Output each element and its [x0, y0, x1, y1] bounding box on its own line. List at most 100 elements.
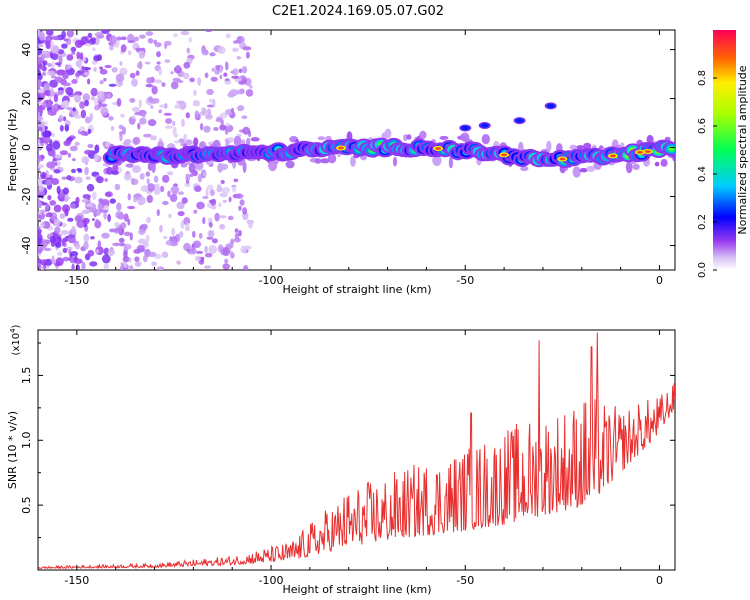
- noise-blob: [74, 215, 83, 223]
- noise-blob: [231, 75, 240, 79]
- noise-blob: [38, 153, 40, 163]
- noise-blob: [208, 221, 213, 228]
- noise-blob: [145, 31, 154, 36]
- noise-blob: [96, 176, 104, 184]
- noise-blob: [163, 235, 168, 240]
- noise-blob: [181, 118, 185, 127]
- noise-blob: [114, 183, 121, 191]
- noise-blob: [120, 113, 125, 118]
- noise-blob: [204, 265, 211, 269]
- noise-blob: [145, 234, 150, 243]
- noise-blob: [181, 197, 188, 204]
- spectrogram-panel: -150 -100 -50 0 -40 -20 0 20 40 Height of straig…: [6, 29, 676, 296]
- noise-blob: [189, 77, 195, 83]
- noise-blob: [134, 261, 142, 267]
- ridge-blob: [669, 147, 674, 151]
- noise-blob: [55, 242, 62, 248]
- noise-blob: [123, 213, 129, 222]
- noise-blob: [227, 215, 234, 221]
- noise-blob: [101, 232, 110, 239]
- noise-blob: [164, 43, 168, 50]
- noise-blob: [170, 186, 180, 194]
- chart-title: C2E1.2024.169.05.07.G02: [272, 4, 444, 19]
- noise-blob: [225, 122, 230, 127]
- noise-blob: [45, 143, 53, 152]
- noise-blob: [123, 243, 132, 250]
- noise-blob: [173, 133, 179, 138]
- snr-ytick-label: 1.0: [20, 432, 33, 450]
- noise-blob: [224, 128, 229, 135]
- haze-blob: [586, 165, 596, 172]
- noise-blob: [170, 71, 174, 75]
- noise-blob: [150, 135, 157, 141]
- noise-blob: [66, 107, 73, 111]
- noise-blob: [38, 178, 44, 187]
- noise-blob: [97, 202, 104, 212]
- noise-blob: [50, 178, 60, 185]
- noise-blob: [77, 168, 83, 173]
- noise-blob: [203, 125, 211, 133]
- noise-blob: [248, 221, 253, 229]
- noise-blob: [159, 104, 167, 108]
- noise-blob: [119, 61, 123, 66]
- noise-blob: [138, 50, 146, 59]
- noise-blob: [145, 84, 154, 88]
- noise-blob: [119, 132, 123, 142]
- spectrogram-xtick-label: -50: [456, 274, 474, 287]
- noise-blob: [161, 82, 166, 87]
- noise-blob: [47, 98, 53, 108]
- noise-blob: [119, 67, 128, 76]
- noise-blob: [240, 245, 247, 254]
- noise-blob: [38, 164, 45, 169]
- noise-blob: [81, 65, 85, 75]
- noise-blob: [38, 185, 45, 192]
- noise-blob: [243, 265, 249, 270]
- noise-blob: [119, 242, 126, 247]
- noise-blob: [169, 194, 178, 202]
- noise-blob: [74, 176, 83, 184]
- noise-blob: [62, 247, 68, 253]
- noise-blob: [211, 67, 216, 72]
- noise-blob: [38, 245, 43, 249]
- noise-blob: [202, 171, 207, 177]
- noise-blob: [53, 204, 62, 213]
- noise-blob: [135, 70, 140, 76]
- haze-blob: [572, 166, 581, 178]
- noise-blob: [42, 60, 48, 66]
- noise-blob: [67, 235, 76, 244]
- noise-blob: [63, 100, 70, 108]
- noise-blob: [99, 66, 103, 70]
- noise-blob: [62, 71, 69, 80]
- noise-blob: [90, 37, 96, 42]
- noise-blob: [62, 204, 70, 213]
- noise-blob: [61, 30, 66, 39]
- noise-blob: [127, 205, 136, 210]
- noise-blob: [236, 56, 242, 60]
- noise-blob: [186, 222, 190, 230]
- noise-blob: [80, 130, 88, 136]
- noise-blob: [216, 186, 223, 193]
- noise-blob: [40, 139, 46, 144]
- noise-blob: [93, 153, 99, 162]
- noise-blob: [47, 195, 52, 201]
- noise-blob: [229, 240, 234, 249]
- noise-blob: [131, 178, 139, 186]
- noise-blob: [40, 221, 45, 229]
- haze-blob: [285, 160, 295, 169]
- noise-blob: [71, 51, 76, 55]
- noise-blob: [206, 184, 214, 190]
- noise-blob: [242, 207, 248, 215]
- haze-blob: [317, 136, 326, 141]
- noise-blob: [146, 194, 153, 204]
- feature-blob: [461, 125, 470, 131]
- noise-blob: [138, 99, 142, 108]
- ridge-hotspot: [644, 150, 651, 153]
- noise-blob: [219, 223, 226, 230]
- noise-blob: [214, 70, 220, 75]
- spectrogram-xtick-label: -150: [64, 274, 89, 287]
- noise-blob: [81, 261, 86, 270]
- noise-blob: [167, 190, 171, 198]
- noise-blob: [232, 186, 237, 193]
- noise-blob: [158, 267, 162, 270]
- noise-blob: [74, 39, 83, 48]
